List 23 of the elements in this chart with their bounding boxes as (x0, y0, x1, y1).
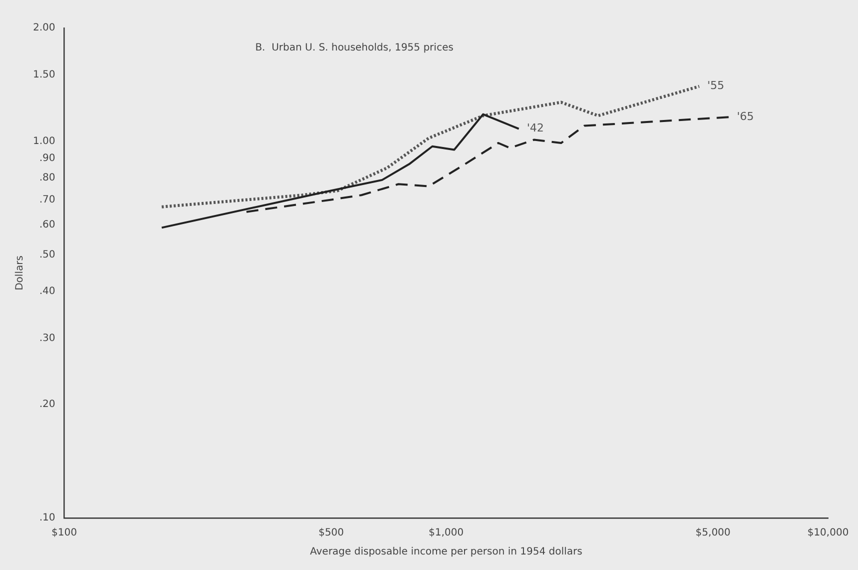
x-axis-title: Average disposable income per person in 1954 dollars (310, 546, 582, 558)
y-tick-label: .10 (39, 512, 56, 524)
x-tick-label: $5,000 (696, 528, 731, 539)
series-label: '65 (736, 110, 754, 123)
y-tick-label: 1.00 (33, 136, 56, 147)
y-axis-title: Dollars (14, 256, 26, 290)
x-tick-label: $10,000 (807, 528, 849, 539)
x-tick-label: $500 (318, 528, 344, 539)
series-label: '55 (707, 79, 724, 92)
series-label: '42 (526, 122, 544, 135)
y-tick-label: .90 (39, 153, 56, 164)
y-tick-label: .40 (39, 286, 56, 297)
y-tick-label: .70 (39, 194, 56, 206)
text: B. Urban U. S. households, 1955 prices (255, 42, 454, 54)
y-tick-label: .80 (39, 172, 56, 184)
y-tick-label: 2.00 (33, 22, 56, 34)
y-tick-label: .30 (39, 332, 56, 344)
y-tick-label: .60 (39, 220, 56, 231)
y-tick-label: .20 (39, 399, 56, 410)
x-tick-label: $1,000 (428, 528, 464, 539)
y-tick-label: .50 (39, 249, 56, 260)
x-tick-label: $100 (52, 528, 77, 539)
y-tick-label: 1.50 (33, 70, 56, 81)
